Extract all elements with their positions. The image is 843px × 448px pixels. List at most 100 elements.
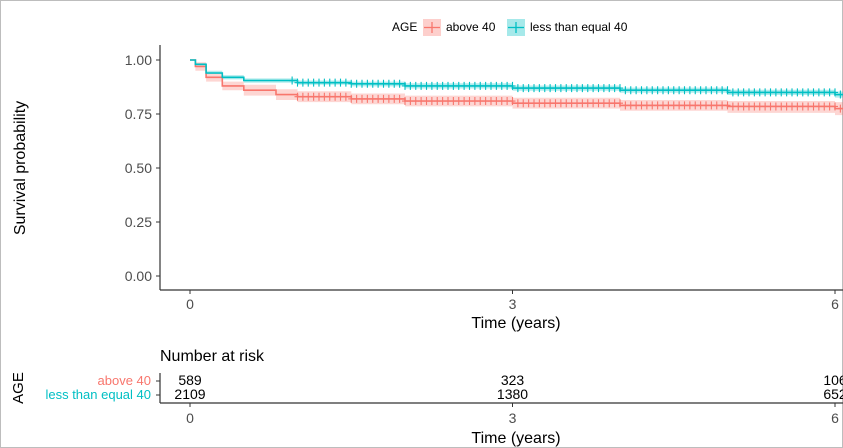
censor-mark xyxy=(321,92,328,101)
y-tick-label: 0.00 xyxy=(125,268,152,284)
censor-mark xyxy=(584,84,591,93)
censor-mark xyxy=(316,78,322,87)
censor-mark xyxy=(799,102,806,111)
censor-mark xyxy=(826,102,833,111)
censor-mark xyxy=(504,97,511,106)
censor-mark xyxy=(670,101,677,110)
censor-mark xyxy=(514,99,521,108)
risk-x-axis-ticks: 036912 xyxy=(186,403,839,426)
censor-mark xyxy=(450,97,457,106)
censor-mark xyxy=(375,79,382,88)
censor-mark xyxy=(740,102,747,111)
censor-mark xyxy=(767,88,774,97)
censor-mark xyxy=(471,97,478,106)
x-tick-label: 6 xyxy=(831,296,839,312)
risk-x-tick-label: 3 xyxy=(509,410,517,426)
censor-mark xyxy=(703,86,709,95)
censor-mark xyxy=(337,78,344,87)
censor-mark xyxy=(568,84,575,93)
censor-mark xyxy=(638,101,645,110)
censor-mark xyxy=(552,84,559,93)
censor-mark xyxy=(547,84,554,93)
censor-mark xyxy=(789,102,795,111)
censor-mark xyxy=(767,102,774,111)
risk-x-axis-title: Time (years) xyxy=(471,430,560,447)
censor-mark xyxy=(794,102,801,111)
censor-mark xyxy=(778,88,785,97)
censor-mark xyxy=(541,99,548,108)
censor-mark xyxy=(418,81,425,90)
censor-mark xyxy=(692,101,699,110)
censor-mark xyxy=(477,97,484,106)
censor-mark xyxy=(643,101,650,110)
censor-mark xyxy=(407,81,414,90)
censor-mark xyxy=(385,79,392,88)
censor-mark xyxy=(380,79,387,88)
y-tick-label: 1.00 xyxy=(125,52,152,68)
censor-mark xyxy=(633,101,640,110)
censor-mark xyxy=(729,102,736,111)
censor-mark xyxy=(509,81,516,90)
censor-mark xyxy=(783,102,790,111)
censor-mark xyxy=(428,81,435,90)
censor-mark xyxy=(353,79,360,88)
censor-mark xyxy=(724,86,731,95)
censor-mark xyxy=(606,99,613,108)
censor-mark xyxy=(514,84,521,93)
risk-table: Number at risk AGE above 40 less than eq… xyxy=(10,348,843,447)
censor-mark xyxy=(649,86,656,95)
y-tick-label: 0.75 xyxy=(125,106,152,122)
censor-mark xyxy=(391,94,398,103)
risk-row-label-above-40: above 40 xyxy=(98,373,152,388)
censor-mark xyxy=(488,97,494,106)
plot-panel: 0.000.250.500.751.00 036912 Time (years)… xyxy=(12,45,843,332)
censor-mark xyxy=(681,86,688,95)
censor-mark xyxy=(751,88,758,97)
censor-mark xyxy=(396,94,403,103)
censor-mark xyxy=(654,86,661,95)
censor-mark xyxy=(299,78,306,87)
censor-mark xyxy=(676,101,683,110)
censor-mark xyxy=(305,92,312,101)
censor-mark xyxy=(595,99,602,108)
censor-mark xyxy=(466,81,473,90)
censor-mark xyxy=(740,88,747,97)
censor-mark xyxy=(396,79,403,88)
risk-table-title: Number at risk xyxy=(160,348,265,365)
y-tick-label: 0.50 xyxy=(125,160,152,176)
censor-mark xyxy=(402,81,408,90)
censor-mark xyxy=(423,81,430,90)
censor-mark xyxy=(643,86,650,95)
censor-mark xyxy=(735,88,742,97)
censor-mark xyxy=(385,94,392,103)
censor-mark xyxy=(649,101,656,110)
censor-mark xyxy=(815,102,822,111)
censor-mark xyxy=(536,99,543,108)
legend: AGE above 40 less than equal 40 xyxy=(392,19,628,36)
censor-mark xyxy=(665,86,672,95)
censor-mark xyxy=(359,94,365,103)
censor-marks-less-than-equal-40 xyxy=(289,76,843,99)
censor-mark xyxy=(708,101,715,110)
y-tick-label: 0.25 xyxy=(125,214,152,230)
censor-mark xyxy=(531,99,537,108)
censor-mark xyxy=(493,81,500,90)
censor-marks-above-40 xyxy=(294,92,843,113)
censor-mark xyxy=(299,92,306,101)
censor-mark xyxy=(407,97,414,106)
censor-mark xyxy=(579,84,586,93)
censor-mark xyxy=(455,97,462,106)
censor-mark xyxy=(520,99,527,108)
censor-mark xyxy=(622,86,629,95)
censor-mark xyxy=(477,81,484,90)
censor-mark xyxy=(552,99,559,108)
censor-mark xyxy=(321,78,328,87)
censor-mark xyxy=(326,92,333,101)
censor-mark xyxy=(418,97,425,106)
censor-mark xyxy=(557,84,564,93)
censor-mark xyxy=(719,101,726,110)
x-tick-label: 3 xyxy=(509,296,517,312)
censor-marks xyxy=(289,76,843,113)
